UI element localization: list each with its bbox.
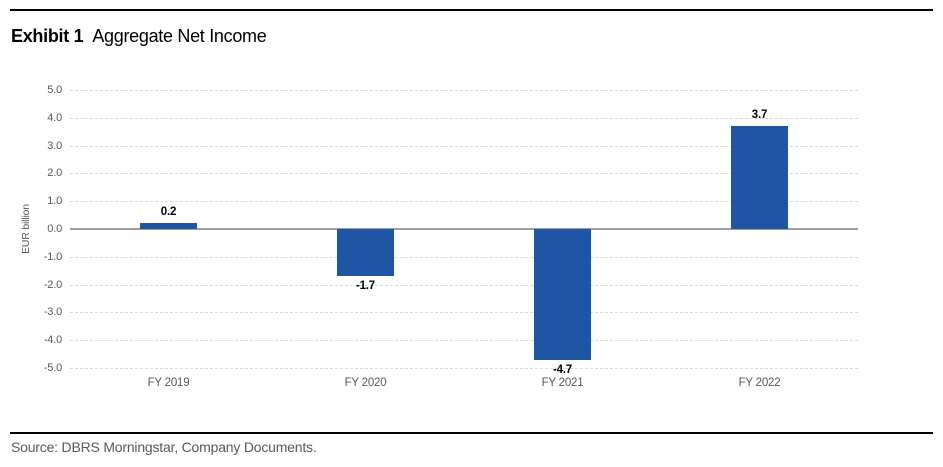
y-tick-label: 5.0 (47, 84, 62, 96)
y-tick-label: -3.0 (43, 306, 62, 319)
x-tick-label-fy-2019: FY 2019 (147, 377, 190, 389)
bar-fy-2019 (140, 223, 197, 229)
value-label-fy-2019: 0.2 (160, 206, 177, 219)
y-tick-label: -4.0 (43, 334, 62, 347)
gridline (70, 90, 858, 91)
exhibit-label: Exhibit 1 (11, 26, 84, 46)
zero-line (70, 228, 858, 230)
y-tick-label: 0.0 (47, 223, 62, 235)
value-label-fy-2022: 3.7 (751, 109, 768, 122)
y-tick-label: 3.0 (47, 139, 62, 152)
x-tick-label-fy-2021: FY 2021 (541, 377, 584, 389)
y-tick-label: -1.0 (43, 250, 62, 263)
gridline (70, 117, 858, 119)
value-label-fy-2021: -4.7 (552, 363, 573, 376)
y-tick-label: 2.0 (47, 167, 62, 180)
gridline (70, 284, 858, 286)
chart-title: Aggregate Net Income (92, 26, 267, 46)
source-text: Source: DBRS Morningstar, Company Docume… (11, 439, 317, 455)
gridline (70, 340, 858, 342)
gridline (70, 201, 858, 203)
gridline (70, 256, 858, 258)
bar-fy-2022 (731, 126, 788, 229)
gridline (70, 173, 858, 175)
y-tick-label: 1.0 (47, 195, 62, 208)
bar-fy-2021 (534, 229, 591, 360)
bottom-divider (10, 432, 933, 434)
y-tick-label: -2.0 (43, 278, 62, 291)
value-label-fy-2020: -1.7 (355, 280, 376, 293)
y-tick-label: 4.0 (47, 111, 62, 124)
bar-fy-2020 (337, 229, 394, 277)
chart-header: Exhibit 1 Aggregate Net Income (11, 26, 267, 47)
gridline (70, 312, 858, 314)
x-tick-label-fy-2022: FY 2022 (738, 377, 781, 389)
plot-area: 5.0 4.0 3.0 2.0 1.0 0.0 -1.0 -2.0 -3.0 -4.0 -5.0 0.… (44, 84, 858, 389)
y-tick-label: -5.0 (43, 362, 62, 374)
gridline (70, 368, 858, 369)
top-divider (10, 9, 933, 11)
x-tick-label-fy-2020: FY 2020 (344, 377, 387, 389)
gridline (70, 145, 858, 147)
